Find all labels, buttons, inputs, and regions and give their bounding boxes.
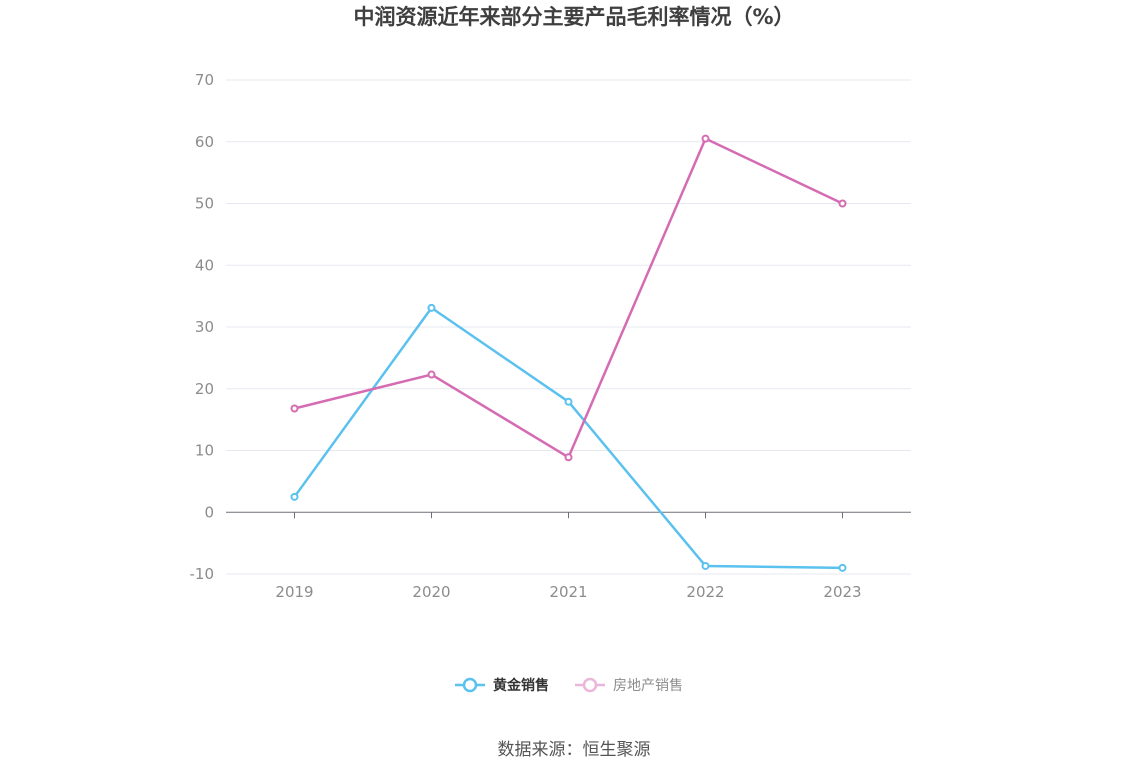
- legend-item-0[interactable]: 黄金销售: [455, 677, 549, 694]
- legend[interactable]: 黄金销售 房地产销售: [455, 677, 683, 694]
- data-point: [564, 397, 573, 406]
- axes: -10 0 10 20 30 40 50 60 70 2019 2020 2021 2022 2023: [190, 71, 911, 601]
- data-point: [290, 404, 299, 413]
- y-tick-label: 60: [195, 133, 214, 151]
- x-tick-label: 2023: [823, 583, 861, 601]
- legend-label: 黄金销售: [493, 677, 549, 694]
- y-tick-label: 40: [195, 256, 214, 274]
- y-tick-label: 70: [195, 71, 214, 89]
- data-point: [427, 370, 436, 379]
- x-tick-label: 2019: [275, 583, 313, 601]
- data-point: [701, 134, 710, 143]
- x-tick-label: 2022: [686, 583, 724, 601]
- series-layer: [290, 134, 847, 572]
- x-tick-label: 2020: [412, 583, 450, 601]
- data-point: [564, 453, 573, 462]
- y-tick-label: 30: [195, 318, 214, 336]
- y-tick-label: 20: [195, 380, 214, 398]
- y-tick-label: 50: [195, 195, 214, 213]
- source-label: 数据来源：恒生聚源: [498, 740, 651, 760]
- data-point: [838, 199, 847, 208]
- y-tick-label: 10: [195, 442, 214, 460]
- data-point: [290, 492, 299, 501]
- x-tick-label: 2021: [549, 583, 587, 601]
- series-line-0: [293, 306, 843, 570]
- legend-item-1[interactable]: 房地产销售: [575, 677, 683, 694]
- legend-label: 房地产销售: [613, 678, 683, 694]
- y-tick-label: 0: [204, 503, 214, 521]
- legend-circle-marker: [582, 677, 598, 693]
- chart-title: 中润资源近年来部分主要产品毛利率情况（%）: [353, 5, 794, 29]
- grid-lines: [226, 79, 911, 575]
- legend-circle-marker: [462, 677, 478, 693]
- data-point: [838, 563, 847, 572]
- data-point: [427, 303, 436, 312]
- data-point: [701, 561, 710, 570]
- y-tick-label: -10: [190, 565, 215, 583]
- series-line-1: [294, 137, 844, 459]
